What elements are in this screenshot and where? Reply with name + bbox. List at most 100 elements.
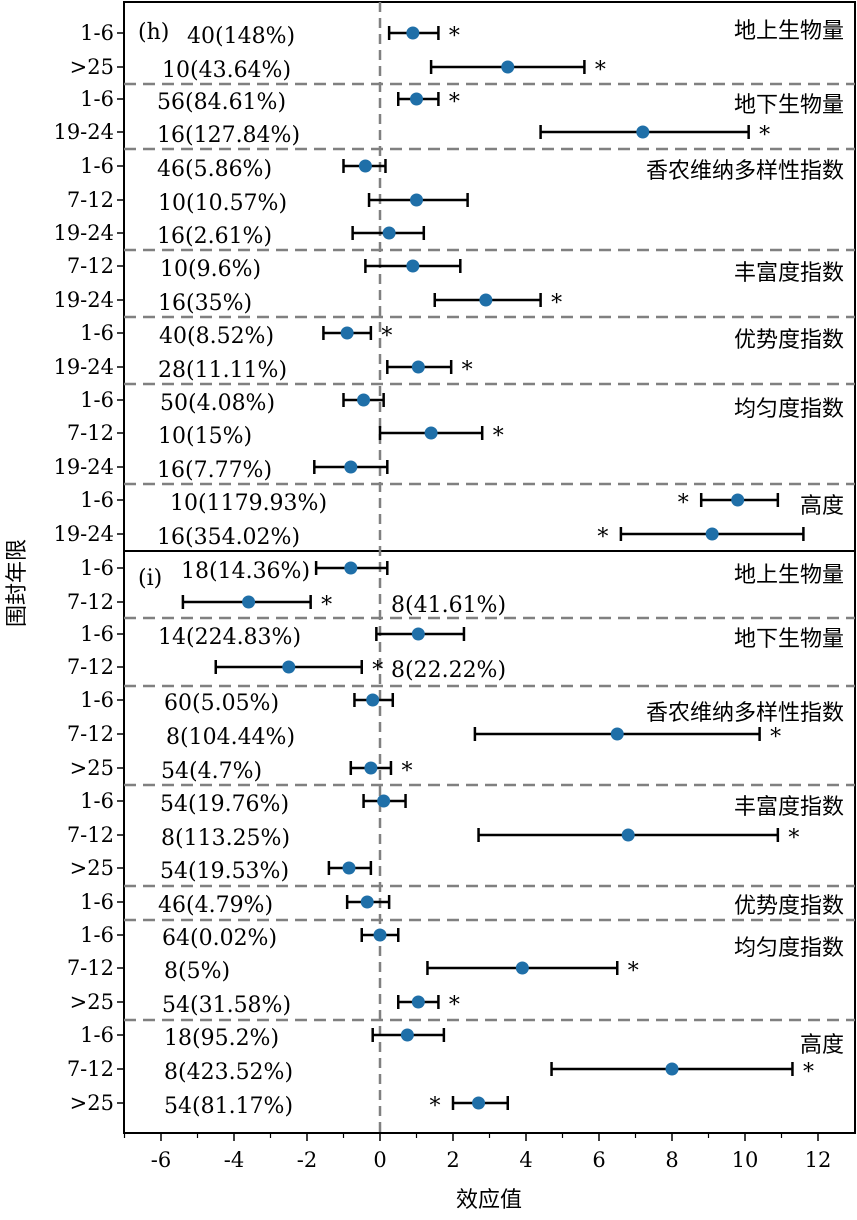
x-axis-title: 效应值 [456,1188,522,1213]
significance-star: * [597,525,608,550]
significance-star: * [595,58,606,83]
significance-star: * [401,759,412,784]
row-period-label: 1-6 [80,923,114,947]
row-sample-annotation: 54(4.7%) [161,759,262,784]
row-sample-annotation: 14(224.83%) [158,625,301,650]
group-label: 均匀度指数 [734,397,844,422]
mean-marker [705,527,719,541]
significance-star: * [678,491,689,516]
row-period-label: >25 [70,756,114,780]
group-label: 丰富度指数 [734,795,844,820]
row-period-label: 7-12 [67,722,114,746]
mean-marker [610,727,624,741]
significance-star: * [449,993,460,1018]
row-period-label: >25 [70,1091,114,1115]
significance-star: * [628,959,639,984]
x-tick-label: 4 [519,1148,532,1172]
mean-marker [373,928,387,942]
row-sample-annotation: 8(113.25%) [161,826,290,851]
row-sample-annotation: 40(148%) [187,24,295,49]
mean-marker [358,159,372,173]
x-tick-label: 0 [373,1148,386,1172]
row-period-label: 1-6 [80,622,114,646]
mean-marker [400,1028,414,1042]
significance-star: * [449,90,460,115]
row-sample-annotation: 54(81.17%) [164,1094,293,1119]
mean-marker [515,961,529,975]
row-period-label: 1-6 [80,388,114,412]
mean-marker [342,861,356,875]
row-sample-annotation: 8(22.22%) [391,658,506,683]
mean-marker [731,493,745,507]
group-label: 香农维纳多样性指数 [646,701,844,726]
significance-star: * [770,725,781,750]
row-sample-annotation: 56(84.61%) [157,90,286,115]
row-sample-annotation: 10(15%) [158,424,252,449]
row-sample-annotation: 28(11.11%) [158,358,287,383]
significance-star: * [803,1060,814,1085]
row-period-label: >25 [70,55,114,79]
row-period-label: 1-6 [80,1023,114,1047]
x-tick-label: 12 [805,1148,832,1172]
mean-marker [472,1096,486,1110]
mean-marker [424,426,438,440]
mean-marker [406,26,420,40]
row-sample-annotation: 16(7.77%) [157,458,272,483]
row-sample-annotation: 8(104.44%) [166,725,295,750]
mean-marker [411,995,425,1009]
row-sample-annotation: 10(9.6%) [160,257,261,282]
row-period-label: 1-6 [80,789,114,813]
row-period-label: 19-24 [53,288,114,312]
mean-marker [411,360,425,374]
row-sample-annotation: 46(4.79%) [158,893,273,918]
row-period-label: 1-6 [80,87,114,111]
row-sample-annotation: 40(8.52%) [159,324,274,349]
x-tick-label: -2 [297,1148,317,1172]
row-sample-annotation: 64(0.02%) [162,926,277,951]
row-sample-annotation: 10(43.64%) [162,58,291,83]
row-sample-annotation: 10(10.57%) [158,191,287,216]
mean-marker [665,1062,679,1076]
row-period-label: 1-6 [80,556,114,580]
mean-marker [406,259,420,273]
x-tick-label: 8 [665,1148,678,1172]
significance-star: * [321,593,332,618]
row-sample-annotation: 18(14.36%) [181,559,310,584]
significance-star: * [551,291,562,316]
mean-marker [410,92,423,106]
row-period-label: >25 [70,856,114,880]
group-label: 优势度指数 [734,894,844,919]
group-label: 高度 [800,1033,844,1058]
x-tick-label: -6 [151,1148,171,1172]
row-period-label: 7-12 [67,956,114,980]
row-sample-annotation: 54(19.76%) [160,792,289,817]
significance-star: * [372,658,383,683]
significance-star: * [381,324,392,349]
mean-marker [364,761,378,775]
group-label: 地上生物量 [734,19,844,44]
mean-marker [377,794,391,808]
row-period-label: 7-12 [67,188,114,212]
row-period-label: 1-6 [80,21,114,45]
row-period-label: 7-12 [67,421,114,445]
row-sample-annotation: 16(354.02%) [157,525,300,550]
row-period-label: 19-24 [53,355,114,379]
mean-marker [410,193,423,207]
row-sample-annotation: 54(31.58%) [162,993,291,1018]
mean-marker [382,226,396,240]
row-period-label: 7-12 [67,1057,114,1081]
row-sample-annotation: 50(4.08%) [160,391,275,416]
row-period-label: 7-12 [67,254,114,278]
mean-marker [360,895,374,909]
mean-marker [282,660,296,674]
mean-marker [344,561,358,575]
panel-label: (i) [138,566,162,591]
row-period-label: 1-6 [80,321,114,345]
row-period-label: 1-6 [80,688,114,712]
group-label: 优势度指数 [734,328,844,353]
row-period-label: 1-6 [80,154,114,178]
row-sample-annotation: 8(423.52%) [164,1060,293,1085]
mean-marker [411,627,425,641]
row-period-label: 19-24 [53,455,114,479]
